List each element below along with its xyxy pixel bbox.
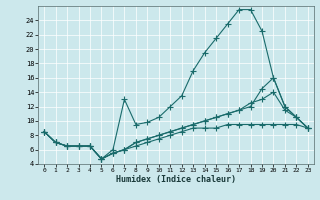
- X-axis label: Humidex (Indice chaleur): Humidex (Indice chaleur): [116, 175, 236, 184]
